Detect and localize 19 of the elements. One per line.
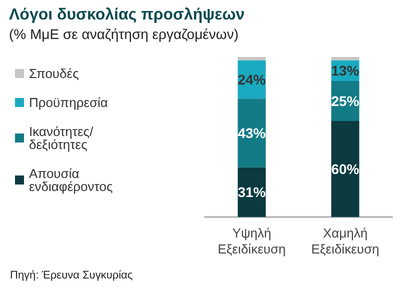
chart-subtitle: (% ΜμΕ σε αναζήτηση εργαζομένων): [9, 26, 238, 42]
bar: [238, 98, 266, 168]
x-tick-label: Υψηλή Εξειδίκευση: [218, 226, 286, 256]
text: Πηγή: Έρευνα Συγκυρίας: [10, 270, 133, 282]
data-label: 43%: [238, 125, 266, 141]
bar: [331, 121, 360, 217]
data-label: 60%: [331, 161, 360, 177]
data-label: 13%: [331, 62, 360, 79]
bar: [331, 57, 360, 60]
chart-title: Λόγοι δυσκολίας προσλήψεων: [9, 6, 245, 24]
x-tick-label: Χαμηλή Εξειδίκευση: [311, 226, 380, 256]
data-label: 31%: [238, 184, 266, 200]
bar: [238, 57, 266, 60]
data-label: 24%: [238, 71, 266, 88]
legend-label: Προϋπηρεσία: [29, 95, 108, 110]
legend-label: Σπουδές: [29, 66, 79, 81]
legend-label: Ικανότητες/ δεξιότητες: [29, 124, 94, 152]
data-label: 25%: [331, 93, 360, 109]
legend-label: Απουσία ενδιαφέροντος: [29, 166, 113, 194]
